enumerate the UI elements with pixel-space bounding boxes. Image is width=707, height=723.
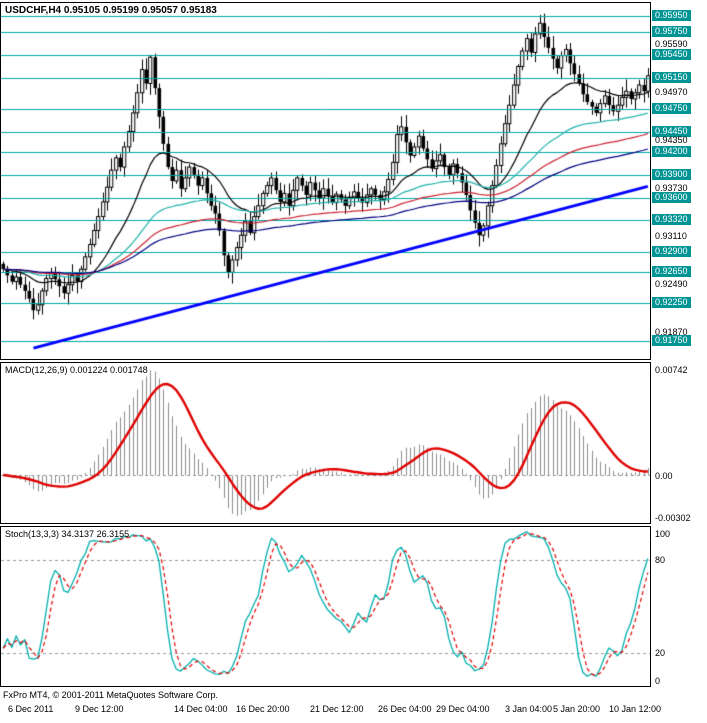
price-level-label: 0.94450: [652, 126, 691, 137]
macd-axis-zero: 0.00: [655, 471, 673, 481]
time-axis-label: 21 Dec 12:00: [310, 704, 364, 714]
price-axis-tick: 0.95590: [655, 39, 688, 49]
price-level-label: 0.94200: [652, 146, 691, 157]
stoch-axis-label: 0: [655, 676, 661, 686]
stoch-axis-label: 100: [655, 529, 671, 539]
time-axis-label: 6 Dec 2011: [8, 704, 54, 714]
price-axis-tick: 0.93110: [655, 231, 687, 241]
price-axis-tick: 0.94970: [655, 87, 688, 97]
price-axis-tick: 0.94350: [655, 135, 688, 145]
price-level-label: 0.92900: [652, 246, 691, 257]
price-level-label: 0.91750: [652, 335, 691, 346]
price-axis-tick: 0.91870: [655, 327, 688, 337]
price-axis: 0.95950 0.95750 0.95450 0.95150 0.94750 0.944…: [652, 2, 707, 360]
macd-axis-max: 0.00742: [655, 365, 688, 375]
price-level-label: 0.93320: [652, 214, 691, 225]
time-axis-area: FxPro MT4, © 2001-2011 MetaQuotes Softwa…: [0, 689, 707, 723]
stoch-axis-label: 20: [655, 648, 666, 658]
time-axis-label: 26 Dec 04:00: [378, 704, 432, 714]
price-level-label: 0.95750: [652, 26, 691, 37]
price-level-label: 0.93900: [652, 169, 691, 180]
symbol-ohlc-header: USDCHF,H4 0.95105 0.95199 0.95057 0.9518…: [5, 5, 217, 16]
stochastic-indicator-label: Stoch(13,3,3) 34.3137 26.3155: [5, 529, 130, 539]
time-axis-label: 5 Jan 20:00: [553, 704, 601, 714]
price-axis-tick: 0.92490: [655, 279, 688, 289]
time-axis-label: 9 Dec 12:00: [75, 704, 124, 714]
macd-axis: 0.00742 0.00 -0.00302: [652, 362, 707, 524]
price-chart-canvas[interactable]: [1, 3, 650, 359]
price-level-label: 0.92250: [652, 297, 691, 308]
stoch-axis-label: 80: [655, 555, 666, 565]
price-level-label: 0.94750: [652, 103, 691, 114]
stochastic-panel: Stoch(13,3,3) 34.3137 26.3155: [0, 526, 651, 687]
time-axis-label: 16 Dec 20:00: [236, 704, 290, 714]
macd-canvas[interactable]: [1, 363, 650, 523]
price-level-label: 0.92650: [652, 266, 691, 277]
macd-axis-min: -0.00302: [655, 513, 691, 523]
price-level-label: 0.95450: [652, 49, 691, 60]
main-chart-panel: USDCHF,H4 0.95105 0.95199 0.95057 0.9518…: [0, 2, 651, 360]
price-level-label: 0.95150: [652, 72, 691, 83]
time-axis-label: 29 Dec 04:00: [436, 704, 490, 714]
price-level-label: 0.95950: [652, 10, 691, 21]
copyright-text: FxPro MT4, © 2001-2011 MetaQuotes Softwa…: [3, 690, 219, 700]
price-axis-tick: 0.93730: [655, 183, 688, 193]
price-level-label: 0.93600: [652, 192, 691, 203]
macd-indicator-label: MACD(12,26,9) 0.001224 0.001748: [5, 365, 148, 375]
time-axis-label: 14 Dec 04:00: [174, 704, 228, 714]
stochastic-canvas[interactable]: [1, 527, 650, 686]
time-axis-label: 10 Jan 12:00: [609, 704, 662, 714]
macd-panel: MACD(12,26,9) 0.001224 0.001748: [0, 362, 651, 524]
time-axis-labels: 6 Dec 2011 9 Dec 12:00 14 Dec 04:00 16 Dec …: [0, 704, 707, 718]
time-axis-label: 3 Jan 04:00: [505, 704, 553, 714]
stochastic-axis: 100 80 20 0: [652, 526, 707, 687]
